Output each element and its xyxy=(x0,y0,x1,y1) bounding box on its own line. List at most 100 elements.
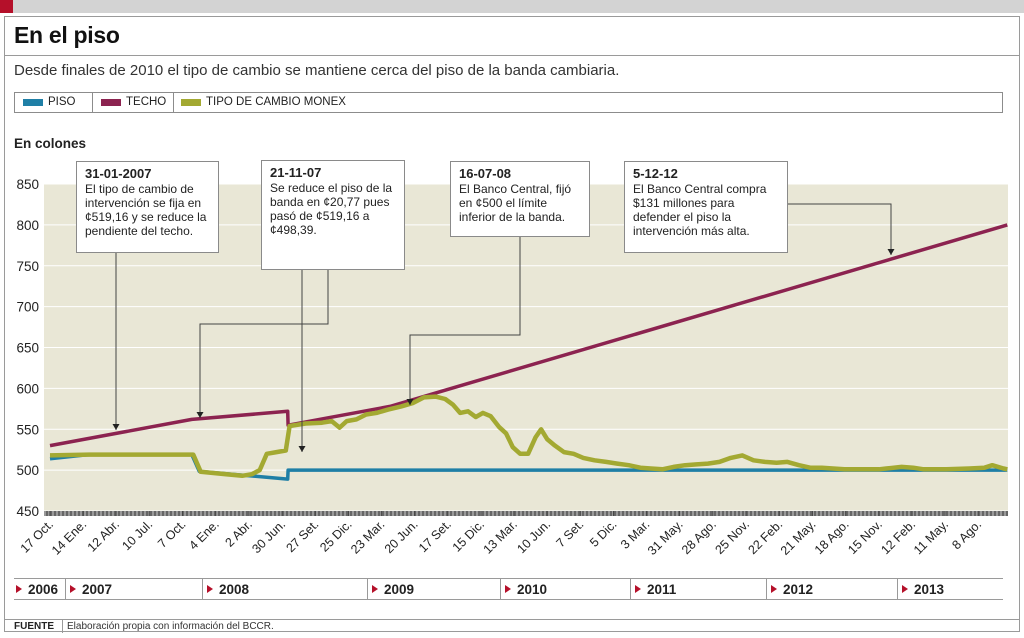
annotation-leader xyxy=(409,237,521,405)
year-label: 2006 xyxy=(16,582,58,597)
annotation-text: El Banco Central, fijó en ¢500 el límite… xyxy=(459,182,572,224)
y-tick-label: 800 xyxy=(16,218,39,233)
legend-item-monex: TIPO DE CAMBIO MONEX xyxy=(181,96,346,108)
annotation-text: Se reduce el piso de la banda en ¢20,77 … xyxy=(270,181,393,237)
source-label: FUENTE xyxy=(14,621,54,632)
x-tick-label: 12 Feb. xyxy=(878,517,918,557)
year-divider xyxy=(202,579,203,599)
legend-label-piso: PISO xyxy=(48,96,76,108)
x-tick-label: 31 May. xyxy=(645,517,686,558)
leader-arrow xyxy=(196,412,204,418)
annotation-leader xyxy=(199,270,329,418)
year-label: 2007 xyxy=(70,582,112,597)
y-tick-label: 450 xyxy=(16,504,39,519)
x-tick-label: 11 May. xyxy=(911,517,951,557)
legend-swatch-piso xyxy=(23,98,43,106)
year-divider xyxy=(500,579,501,599)
source-text: Elaboración propia con información del B… xyxy=(67,621,274,632)
source-footer: FUENTE Elaboración propia con informació… xyxy=(4,619,1020,633)
y-axis-unit-label: En colones xyxy=(14,136,87,151)
annotation-text: El tipo de cambio de intervención se fij… xyxy=(85,182,207,238)
legend-label-monex: TIPO DE CAMBIO MONEX xyxy=(206,96,346,108)
chart-subtitle: Desde finales de 2010 el tipo de cambio … xyxy=(14,62,620,79)
legend-swatch-techo xyxy=(101,98,121,106)
year-divider xyxy=(630,579,631,599)
x-tick-label: 10 Jul. xyxy=(119,517,155,553)
x-tick-label: 5 Dic. xyxy=(587,517,619,549)
triangle-icon xyxy=(16,585,22,593)
year-label: 2010 xyxy=(505,582,547,597)
year-label: 2009 xyxy=(372,582,414,597)
x-tick-label: 21 May. xyxy=(778,517,819,558)
x-tick-label: 28 Ago. xyxy=(679,517,719,557)
x-tick-label: 10 Jun. xyxy=(514,517,553,556)
triangle-icon xyxy=(771,585,777,593)
legend-divider xyxy=(173,93,174,112)
x-tick-label: 27 Set. xyxy=(284,517,322,555)
annotation-date: 16-07-08 xyxy=(459,166,512,181)
x-tick-label: 30 Jun. xyxy=(249,517,288,556)
x-tick-label: 13 Mar. xyxy=(481,517,520,556)
title-divider xyxy=(4,55,1020,56)
legend-divider xyxy=(92,93,93,112)
y-tick-label: 850 xyxy=(16,177,39,192)
annotation-2007-01: 31-01-2007 El tipo de cambio de interven… xyxy=(76,161,219,253)
annotation-text: El Banco Central compra $131 millones pa… xyxy=(633,182,767,238)
leader-arrow xyxy=(406,399,414,405)
legend-label-techo: TECHO xyxy=(126,96,167,108)
triangle-icon xyxy=(372,585,378,593)
annotation-leader xyxy=(788,203,892,255)
chart-title: En el piso xyxy=(14,22,120,48)
annotation-date: 5-12-12 xyxy=(633,166,678,181)
legend: PISO TECHO TIPO DE CAMBIO MONEX xyxy=(14,92,1003,113)
x-tick-label: 20 Jun. xyxy=(382,517,421,556)
triangle-icon xyxy=(505,585,511,593)
source-divider xyxy=(62,620,63,633)
top-bar-accent xyxy=(0,0,13,13)
x-tick-label: 15 Nov. xyxy=(845,517,885,557)
triangle-icon xyxy=(902,585,908,593)
leader-arrow xyxy=(298,446,306,452)
y-tick-label: 700 xyxy=(16,300,39,315)
triangle-icon xyxy=(207,585,213,593)
year-label: 2013 xyxy=(902,582,944,597)
x-tick-label: 7 Set. xyxy=(553,517,586,550)
annotation-date: 21-11-07 xyxy=(270,165,322,180)
y-tick-label: 650 xyxy=(16,341,39,356)
year-divider xyxy=(367,579,368,599)
legend-swatch-monex xyxy=(181,98,201,106)
y-tick-label: 550 xyxy=(16,422,39,437)
series-line-monex xyxy=(49,394,1008,479)
x-tick-label: 22 Feb. xyxy=(745,517,785,557)
series-line-techo xyxy=(49,223,1008,448)
x-tick-label: 23 Mar. xyxy=(348,517,387,556)
x-tick-label: 17 Set. xyxy=(416,517,454,555)
year-divider xyxy=(65,579,66,599)
x-tick-label: 18 Ago. xyxy=(812,517,852,557)
leader-arrow xyxy=(887,249,895,255)
year-label: 2011 xyxy=(635,582,676,597)
top-bar xyxy=(0,0,1024,13)
y-tick-label: 750 xyxy=(16,259,39,274)
legend-item-piso: PISO xyxy=(23,96,75,108)
year-label: 2008 xyxy=(207,582,249,597)
triangle-icon xyxy=(70,585,76,593)
graphic-frame xyxy=(4,16,1020,632)
year-divider xyxy=(897,579,898,599)
y-tick-label: 500 xyxy=(16,463,39,478)
triangle-icon xyxy=(635,585,641,593)
x-tick-label: 12 Abr. xyxy=(85,517,122,554)
leader-arrow xyxy=(112,424,120,430)
x-tick-label: 8 Ago. xyxy=(949,517,984,552)
x-tick-label: 14 Ene. xyxy=(49,517,89,557)
year-bar: 2006 2007 2008 2009 2010 2011 2012 2013 xyxy=(14,578,1003,600)
year-label: 2012 xyxy=(771,582,813,597)
legend-item-techo: TECHO xyxy=(101,96,166,108)
annotation-2007-11: 21-11-07 Se reduce el piso de la banda e… xyxy=(261,160,405,270)
x-tick-label: 25 Nov. xyxy=(712,517,752,557)
y-tick-label: 600 xyxy=(16,381,39,396)
x-tick-label: 7 Oct. xyxy=(155,517,188,550)
annotation-2012-12: 5-12-12 El Banco Central compra $131 mil… xyxy=(624,161,788,253)
annotation-date: 31-01-2007 xyxy=(85,166,152,181)
